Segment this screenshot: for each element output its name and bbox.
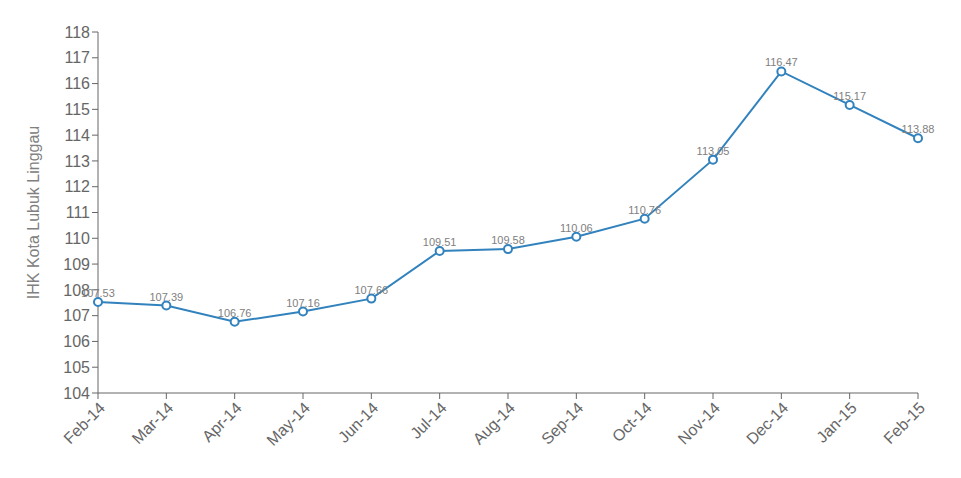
svg-text:113.05: 113.05 (697, 145, 730, 157)
svg-text:109.58: 109.58 (491, 234, 525, 246)
svg-text:107: 107 (63, 307, 90, 324)
svg-text:111: 111 (66, 204, 90, 221)
svg-text:105: 105 (63, 359, 90, 376)
svg-text:Jan-15: Jan-15 (813, 399, 860, 446)
svg-text:107.16: 107.16 (286, 297, 320, 309)
svg-text:May-14: May-14 (263, 399, 313, 449)
svg-text:Nov-14: Nov-14 (675, 399, 724, 448)
svg-text:109.51: 109.51 (423, 236, 457, 248)
svg-text:Jun-14: Jun-14 (335, 399, 382, 446)
svg-text:Aug-14: Aug-14 (470, 399, 519, 448)
svg-text:110: 110 (64, 230, 90, 247)
svg-text:104: 104 (63, 385, 90, 402)
svg-text:114: 114 (64, 127, 90, 144)
svg-text:Jul-14: Jul-14 (407, 399, 450, 442)
svg-text:Apr-14: Apr-14 (199, 399, 245, 445)
svg-text:108: 108 (63, 281, 90, 299)
svg-text:109: 109 (63, 256, 90, 273)
svg-text:106: 106 (63, 333, 90, 350)
svg-text:Sep-14: Sep-14 (538, 399, 587, 448)
svg-text:113.88: 113.88 (902, 123, 935, 135)
svg-text:110.76: 110.76 (628, 204, 661, 216)
svg-text:113: 113 (64, 153, 90, 170)
svg-text:107.53: 107.53 (81, 287, 115, 299)
svg-text:Mar-14: Mar-14 (129, 399, 177, 447)
svg-text:Oct-14: Oct-14 (609, 399, 655, 445)
svg-text:110.06: 110.06 (560, 222, 593, 234)
svg-text:116: 116 (64, 75, 90, 92)
svg-text:117: 117 (64, 49, 90, 66)
svg-text:Feb-15: Feb-15 (880, 399, 928, 447)
svg-text:118: 118 (64, 24, 90, 41)
svg-text:Dec-14: Dec-14 (743, 399, 792, 448)
svg-text:116.47: 116.47 (765, 56, 798, 68)
svg-text:107.66: 107.66 (355, 284, 389, 296)
svg-text:107.39: 107.39 (150, 291, 184, 303)
svg-text:115.17: 115.17 (833, 90, 866, 102)
svg-text:IHK Kota Lubuk Linggau: IHK Kota Lubuk Linggau (25, 126, 42, 299)
svg-text:Feb-14: Feb-14 (60, 399, 108, 447)
svg-text:112: 112 (64, 178, 90, 195)
svg-text:115: 115 (64, 101, 90, 118)
svg-text:106.76: 106.76 (218, 307, 252, 319)
